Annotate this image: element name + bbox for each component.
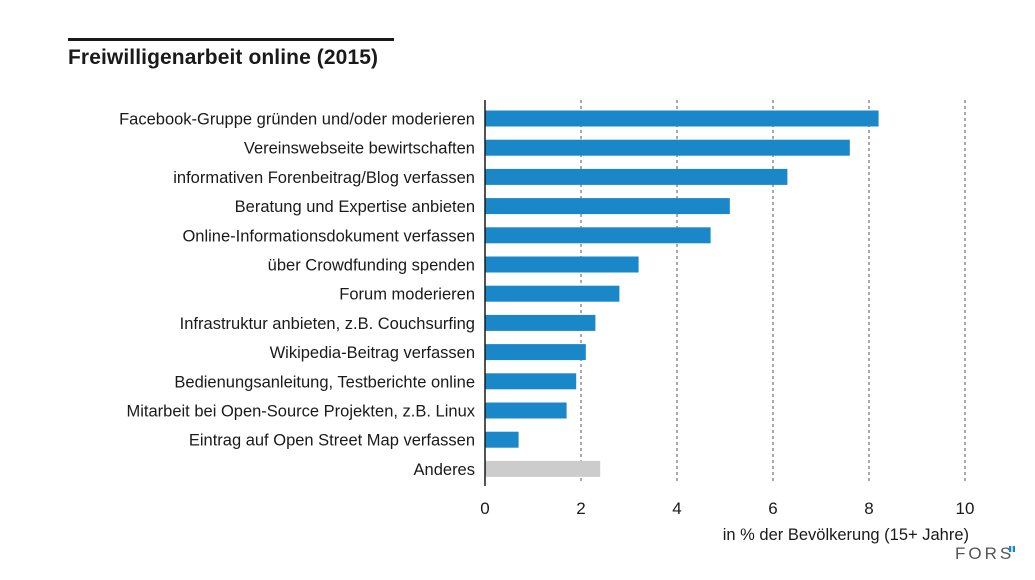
- bar-11: [485, 431, 519, 448]
- category-label-10: Mitarbeit bei Open-Source Projekten, z.B…: [126, 403, 475, 421]
- bar-9: [485, 373, 577, 390]
- bar-4: [485, 227, 711, 244]
- x-tick-label-6: 6: [768, 499, 777, 518]
- bar-2: [485, 168, 788, 185]
- chart-title: Freiwilligenarbeit online (2015): [68, 46, 379, 69]
- category-label-6: Forum moderieren: [339, 286, 475, 304]
- x-tick-label-10: 10: [956, 499, 975, 518]
- category-label-3: Beratung und Expertise anbieten: [235, 198, 475, 216]
- x-tick-label-8: 8: [864, 499, 873, 518]
- category-label-8: Wikipedia-Beitrag verfassen: [270, 344, 475, 362]
- fors-logo-mark-icon: [1009, 546, 1015, 552]
- category-label-1: Vereinswebseite bewirtschaften: [244, 140, 475, 158]
- category-label-7: Infrastruktur anbieten, z.B. Couchsurfin…: [180, 315, 475, 333]
- bar-6: [485, 285, 620, 302]
- category-label-12: Anderes: [414, 461, 475, 479]
- bar-5: [485, 256, 639, 273]
- fors-logo: FORS: [955, 544, 1015, 563]
- bar-10: [485, 402, 567, 419]
- x-tick-label-2: 2: [576, 499, 585, 518]
- category-label-11: Eintrag auf Open Street Map verfassen: [189, 432, 475, 450]
- x-tick-label-4: 4: [672, 499, 681, 518]
- category-label-2: informativen Forenbeitrag/Blog verfassen: [173, 169, 475, 187]
- title-rule: [68, 38, 394, 41]
- bar-0: [485, 110, 879, 127]
- category-label-4: Online-Informationsdokument verfassen: [182, 227, 475, 245]
- bar-1: [485, 139, 850, 156]
- category-label-9: Bedienungsanleitung, Testberichte online: [174, 373, 475, 391]
- x-tick-label-0: 0: [480, 499, 489, 518]
- bar-8: [485, 344, 586, 361]
- category-label-5: über Crowdfunding spenden: [268, 257, 475, 275]
- bar-7: [485, 314, 596, 331]
- bar-12: [485, 460, 601, 477]
- category-label-0: Facebook-Gruppe gründen und/oder moderie…: [119, 111, 475, 129]
- bar-3: [485, 198, 730, 215]
- x-axis-label: in % der Bevölkerung (15+ Jahre): [723, 526, 969, 544]
